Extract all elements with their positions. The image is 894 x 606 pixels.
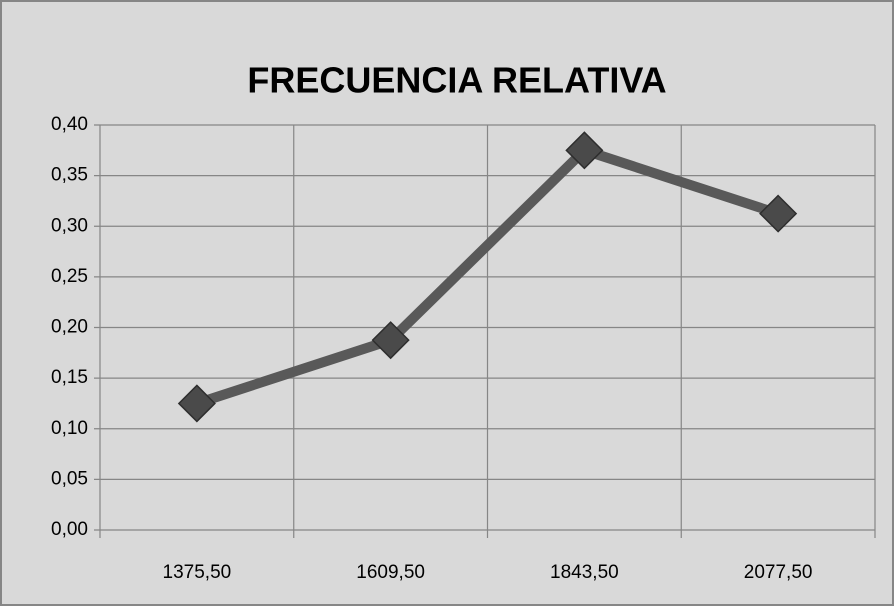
y-tick-label: 0,05 [51,468,88,489]
y-tick-label: 0,00 [51,519,88,540]
marker [759,194,798,233]
marker [371,321,410,360]
y-tick-label: 0,20 [51,317,88,338]
x-tick-label: 2077,50 [744,562,813,583]
chart-title: FRECUENCIA RELATIVA [247,60,666,101]
y-tick-label: 0,15 [51,367,88,388]
y-tick-label: 0,10 [51,418,88,439]
y-tick-label: 0,35 [51,165,88,186]
y-tick-label: 0,40 [51,114,88,135]
line [195,145,780,409]
y-tick-label: 0,30 [51,215,88,236]
x-tick-label: 1843,50 [550,562,619,583]
x-tick-label: 1375,50 [163,562,232,583]
x-tick-label: 1609,50 [356,562,425,583]
y-tick-label: 0,25 [51,266,88,287]
marker [177,384,216,423]
marker [565,131,604,170]
